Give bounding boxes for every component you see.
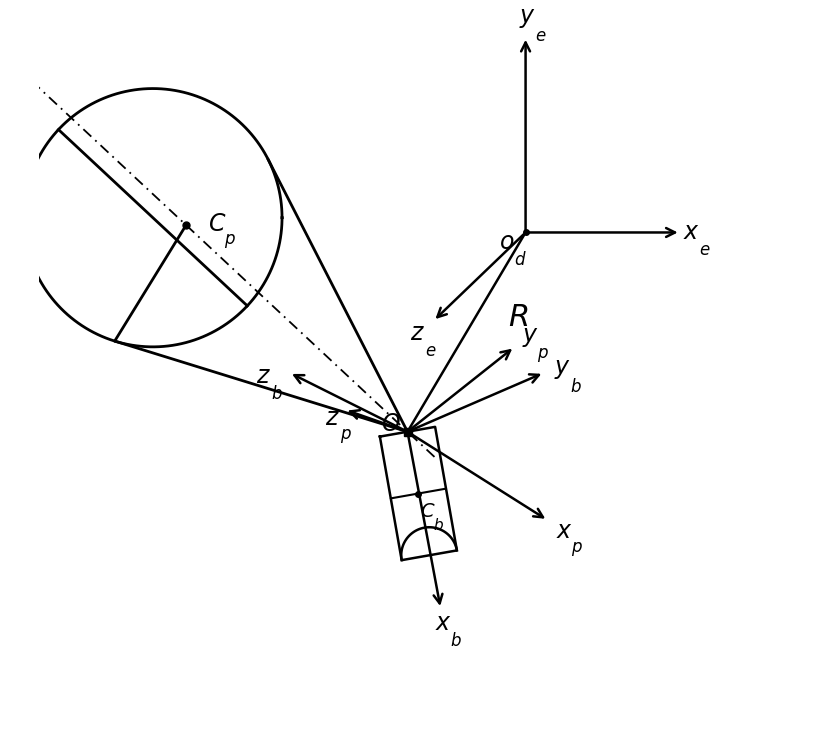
Text: $y$: $y$ <box>522 325 539 349</box>
Text: $p$: $p$ <box>224 232 236 250</box>
Text: $x$: $x$ <box>683 221 700 244</box>
Text: $o$: $o$ <box>500 230 515 254</box>
Text: $R$: $R$ <box>508 302 528 333</box>
Text: $y$: $y$ <box>554 357 570 381</box>
Text: $x$: $x$ <box>434 612 452 635</box>
Text: $b$: $b$ <box>433 517 444 534</box>
Text: $b$: $b$ <box>271 385 283 403</box>
Text: $b$: $b$ <box>451 632 462 650</box>
Text: $O$: $O$ <box>381 413 401 436</box>
Text: $e$: $e$ <box>535 27 546 45</box>
Text: $y$: $y$ <box>518 7 535 30</box>
Text: $d$: $d$ <box>514 251 526 269</box>
Text: $p$: $p$ <box>571 540 584 558</box>
Text: $b$: $b$ <box>570 378 582 396</box>
Text: $p$: $p$ <box>537 346 549 364</box>
Text: $C$: $C$ <box>420 503 435 521</box>
Text: $C$: $C$ <box>208 212 227 235</box>
Text: $e$: $e$ <box>425 342 436 360</box>
Text: $x$: $x$ <box>556 520 572 543</box>
Text: $z$: $z$ <box>325 407 340 430</box>
Text: $z$: $z$ <box>410 322 425 345</box>
Text: $z$: $z$ <box>256 365 271 388</box>
Text: $p$: $p$ <box>340 427 351 445</box>
Text: $e$: $e$ <box>699 241 711 259</box>
